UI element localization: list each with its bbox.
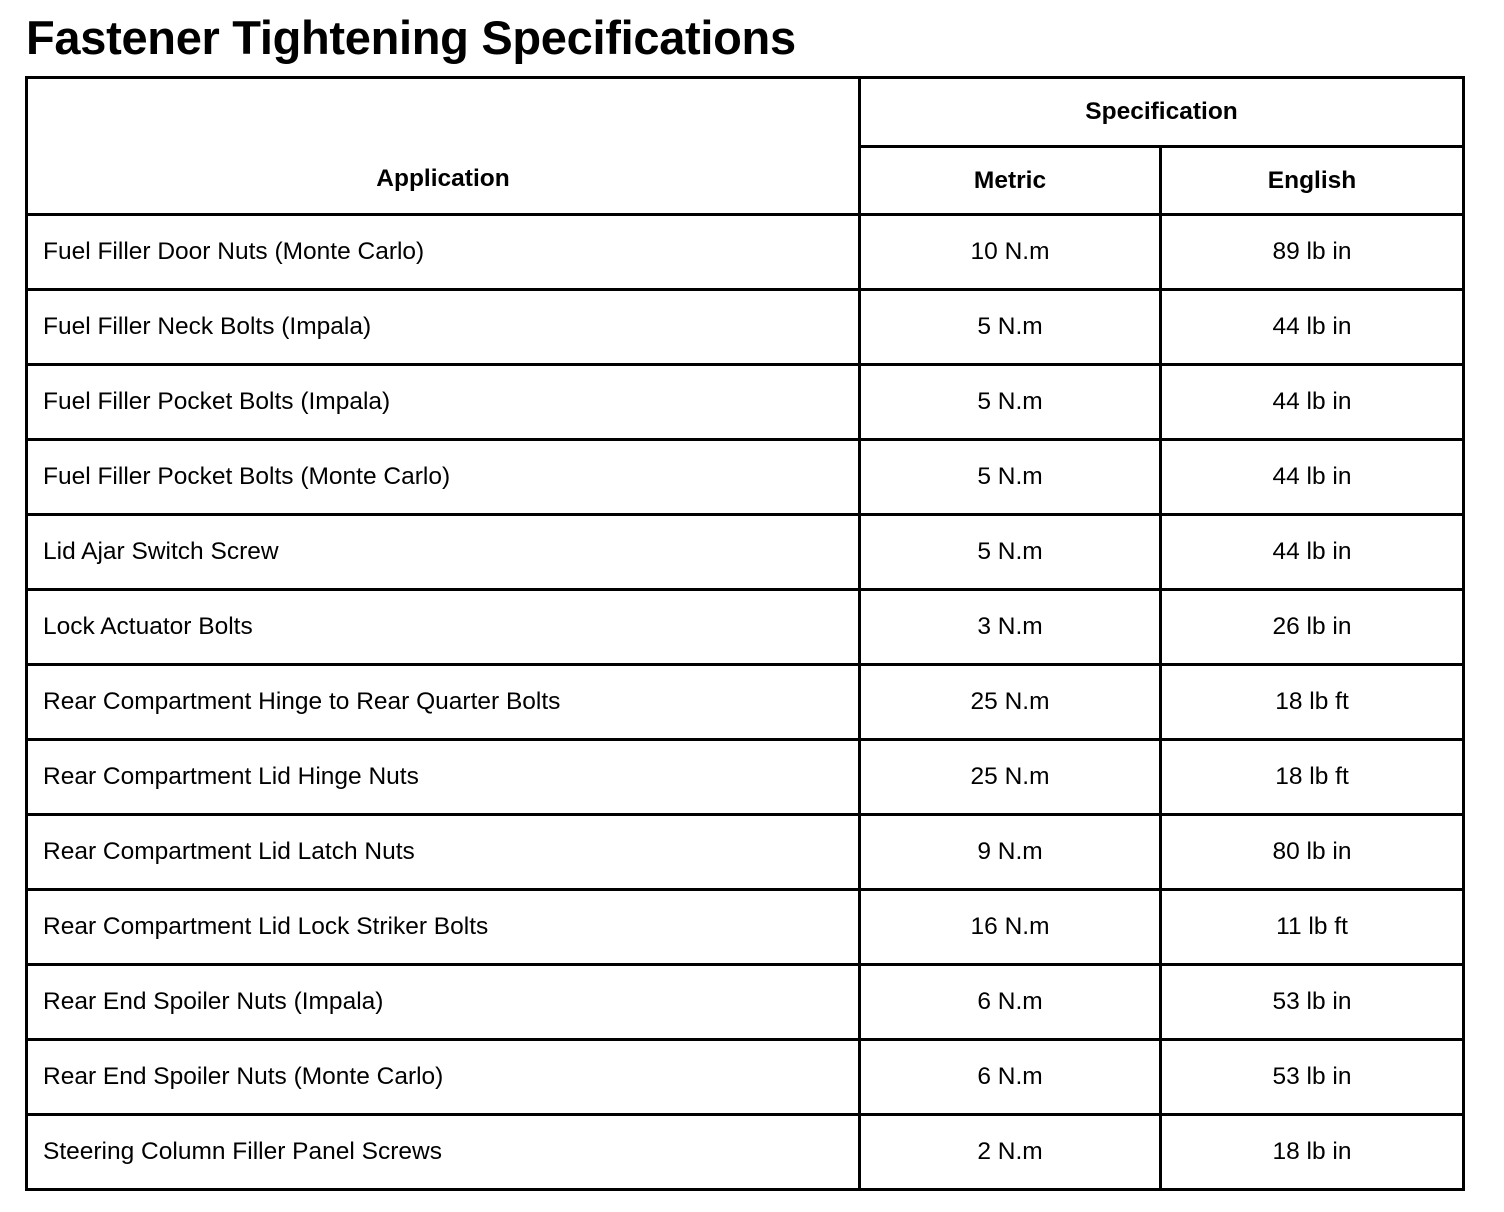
english-cell: 53 lb in bbox=[1158, 1038, 1466, 1116]
application-cell: Steering Column Filler Panel Screws bbox=[25, 1113, 861, 1191]
application-cell: Fuel Filler Door Nuts (Monte Carlo) bbox=[25, 213, 861, 291]
metric-cell: 6 N.m bbox=[858, 963, 1162, 1041]
header-subrow: Metric English bbox=[27, 145, 1466, 216]
english-cell: 18 lb ft bbox=[1158, 738, 1466, 816]
application-cell: Rear Compartment Lid Latch Nuts bbox=[25, 813, 861, 891]
english-cell: 18 lb ft bbox=[1158, 663, 1466, 741]
table-row: Rear Compartment Lid Lock Striker Bolts 1… bbox=[25, 888, 1466, 966]
metric-cell: 25 N.m bbox=[858, 663, 1162, 741]
metric-cell: 9 N.m bbox=[858, 813, 1162, 891]
table-row: Rear Compartment Lid Hinge Nuts 25 N.m 18 … bbox=[25, 738, 1466, 816]
english-cell: 53 lb in bbox=[1158, 963, 1466, 1041]
application-cell: Rear Compartment Lid Lock Striker Bolts bbox=[25, 888, 861, 966]
metric-cell: 5 N.m bbox=[858, 513, 1162, 591]
metric-cell: 25 N.m bbox=[858, 738, 1162, 816]
application-cell: Rear Compartment Hinge to Rear Quarter B… bbox=[25, 663, 861, 741]
english-cell: 18 lb in bbox=[1158, 1113, 1466, 1191]
application-cell: Rear End Spoiler Nuts (Impala) bbox=[25, 963, 861, 1041]
table-row: Fuel Filler Neck Bolts (Impala) 5 N.m 44 l… bbox=[25, 288, 1466, 366]
table-row: Rear Compartment Hinge to Rear Quarter B… bbox=[25, 663, 1466, 741]
english-cell: 89 lb in bbox=[1158, 213, 1466, 291]
metric-cell: 5 N.m bbox=[858, 438, 1162, 516]
english-cell: 26 lb in bbox=[1158, 588, 1466, 666]
metric-cell: 16 N.m bbox=[858, 888, 1162, 966]
table-row: Fuel Filler Pocket Bolts (Impala) 5 N.m 44… bbox=[25, 363, 1466, 441]
header-english: English bbox=[1158, 145, 1466, 216]
application-cell: Rear End Spoiler Nuts (Monte Carlo) bbox=[25, 1038, 861, 1116]
english-cell: 44 lb in bbox=[1158, 288, 1466, 366]
header-row: Application Specification bbox=[25, 76, 1466, 216]
table-row: Fuel Filler Pocket Bolts (Monte Carlo) 5 … bbox=[25, 438, 1466, 516]
header-application: Application bbox=[25, 76, 861, 216]
application-cell: Lock Actuator Bolts bbox=[25, 588, 861, 666]
metric-cell: 5 N.m bbox=[858, 288, 1162, 366]
table-row: Lid Ajar Switch Screw 5 N.m 44 lb in bbox=[25, 513, 1466, 591]
table-row: Rear Compartment Lid Latch Nuts 9 N.m 80 l… bbox=[25, 813, 1466, 891]
metric-cell: 3 N.m bbox=[858, 588, 1162, 666]
application-cell: Fuel Filler Neck Bolts (Impala) bbox=[25, 288, 861, 366]
english-cell: 44 lb in bbox=[1158, 363, 1466, 441]
table-row: Lock Actuator Bolts 3 N.m 26 lb in bbox=[25, 588, 1466, 666]
metric-cell: 5 N.m bbox=[858, 363, 1162, 441]
page-title: Fastener Tightening Specifications bbox=[26, 11, 796, 64]
application-cell: Rear Compartment Lid Hinge Nuts bbox=[25, 738, 861, 816]
table-row: Rear End Spoiler Nuts (Monte Carlo) 6 N.m… bbox=[25, 1038, 1466, 1116]
english-cell: 11 lb ft bbox=[1158, 888, 1466, 966]
table-row: Fuel Filler Door Nuts (Monte Carlo) 10 N.… bbox=[25, 213, 1466, 291]
english-cell: 44 lb in bbox=[1158, 438, 1466, 516]
english-cell: 44 lb in bbox=[1158, 513, 1466, 591]
metric-cell: 10 N.m bbox=[858, 213, 1162, 291]
fastener-spec-table: Application Specification Metric English… bbox=[25, 76, 1466, 1191]
header-metric: Metric bbox=[858, 145, 1162, 216]
application-cell: Fuel Filler Pocket Bolts (Impala) bbox=[25, 363, 861, 441]
header-specification: Specification bbox=[857, 76, 1466, 148]
table-row: Steering Column Filler Panel Screws 2 N.m… bbox=[25, 1113, 1466, 1191]
application-cell: Fuel Filler Pocket Bolts (Monte Carlo) bbox=[25, 438, 861, 516]
application-cell: Lid Ajar Switch Screw bbox=[25, 513, 861, 591]
table-row: Rear End Spoiler Nuts (Impala) 6 N.m 53 lb… bbox=[25, 963, 1466, 1041]
metric-cell: 6 N.m bbox=[858, 1038, 1162, 1116]
english-cell: 80 lb in bbox=[1158, 813, 1466, 891]
metric-cell: 2 N.m bbox=[858, 1113, 1162, 1191]
